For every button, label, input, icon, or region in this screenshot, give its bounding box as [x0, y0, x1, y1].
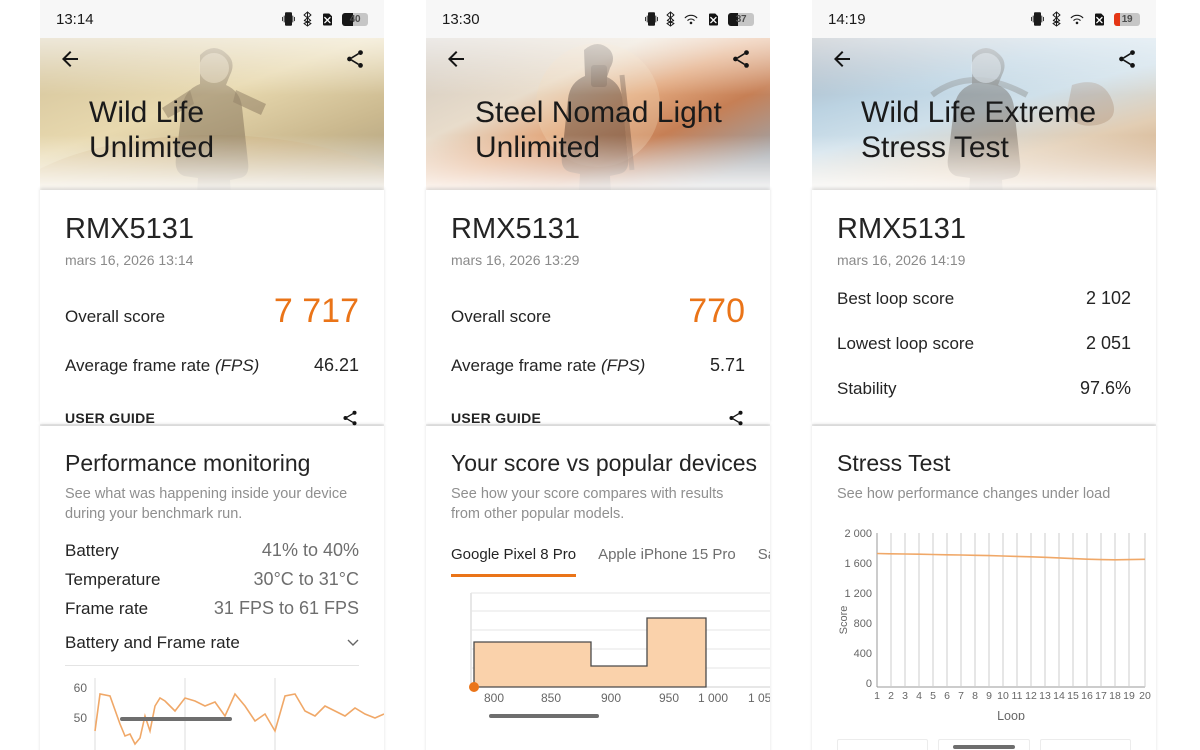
- svg-text:1 000: 1 000: [698, 691, 728, 705]
- svg-text:950: 950: [659, 691, 679, 705]
- svg-text:Loop: Loop: [997, 709, 1025, 720]
- svg-text:4: 4: [916, 690, 922, 702]
- svg-text:11: 11: [1012, 690, 1023, 702]
- svg-text:400: 400: [854, 648, 872, 660]
- svg-text:1: 1: [874, 690, 880, 702]
- svg-text:1 600: 1 600: [844, 558, 872, 570]
- svg-text:1 200: 1 200: [844, 588, 872, 600]
- svg-text:20: 20: [1139, 690, 1151, 702]
- svg-text:0: 0: [866, 678, 872, 690]
- svg-text:13: 13: [1039, 690, 1051, 702]
- svg-text:12: 12: [1025, 690, 1037, 702]
- svg-text:1 050: 1 050: [748, 691, 770, 705]
- svg-text:50: 50: [74, 711, 88, 725]
- svg-text:850: 850: [541, 691, 561, 705]
- svg-text:5: 5: [930, 690, 936, 702]
- svg-text:3: 3: [902, 690, 908, 702]
- svg-text:9: 9: [986, 690, 992, 702]
- svg-text:8: 8: [972, 690, 978, 702]
- svg-text:10: 10: [997, 690, 1009, 702]
- svg-text:2: 2: [888, 690, 894, 702]
- svg-text:17: 17: [1095, 690, 1107, 702]
- svg-text:Score: Score: [838, 605, 850, 634]
- svg-text:7: 7: [958, 690, 964, 702]
- svg-text:800: 800: [484, 691, 504, 705]
- svg-text:800: 800: [854, 618, 872, 630]
- svg-text:60: 60: [74, 681, 88, 695]
- svg-text:6: 6: [944, 690, 950, 702]
- svg-text:19: 19: [1123, 690, 1135, 702]
- svg-text:14: 14: [1053, 690, 1065, 702]
- svg-text:16: 16: [1081, 690, 1093, 702]
- svg-text:18: 18: [1109, 690, 1121, 702]
- svg-text:15: 15: [1067, 690, 1079, 702]
- svg-text:900: 900: [601, 691, 621, 705]
- svg-text:2 000: 2 000: [844, 528, 872, 540]
